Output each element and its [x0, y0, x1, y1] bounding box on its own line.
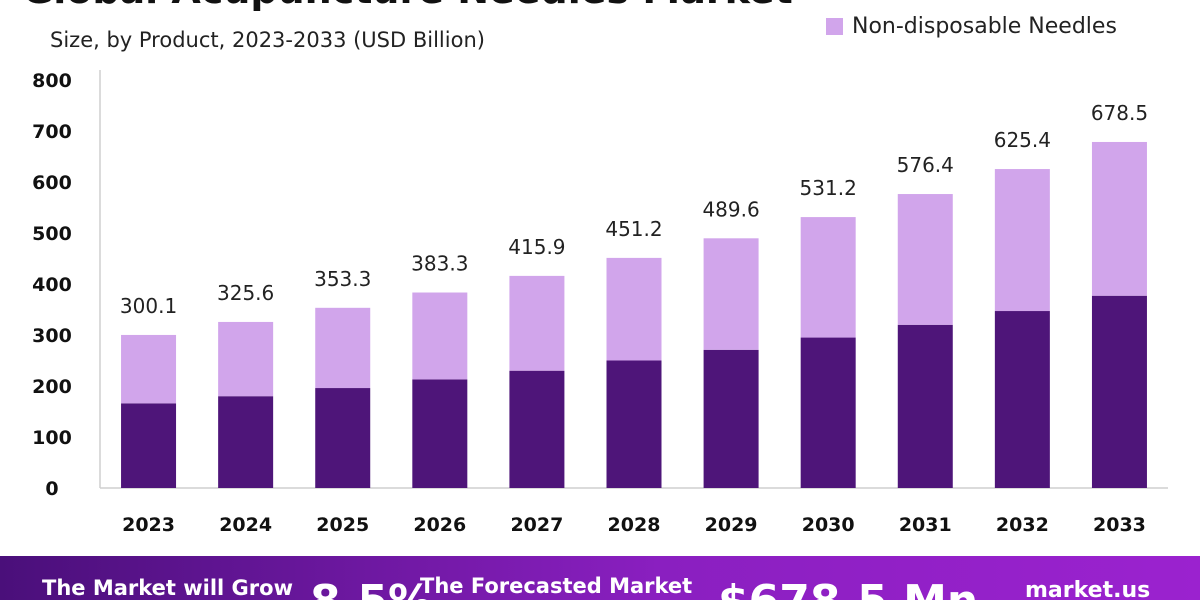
- bar-segment-disposable: [509, 370, 565, 488]
- banner-grow-text: The Market will Grow: [42, 576, 293, 600]
- x-tick-label: 2024: [219, 514, 272, 536]
- bar-segment-non-disposable: [121, 334, 177, 404]
- banner-site: market.us: [1025, 578, 1151, 600]
- bar-segment-non-disposable: [218, 321, 274, 397]
- y-tick-label: 700: [32, 121, 72, 143]
- y-tick-label: 200: [32, 376, 72, 398]
- bar-total-label: 383.3: [411, 252, 468, 276]
- chart-subtitle: Size, by Product, 2023-2033 (USD Billion…: [50, 28, 485, 52]
- bar-total-label: 325.6: [217, 281, 274, 305]
- banner-cagr-value: 8.5%: [310, 576, 432, 600]
- bar-segment-disposable: [121, 403, 177, 488]
- bar-segment-disposable: [315, 388, 371, 488]
- x-tick-label: 2031: [899, 514, 952, 536]
- bar-segment-disposable: [218, 396, 274, 488]
- y-tick-label: 300: [32, 325, 72, 347]
- chart-title: Global Acupuncture Needles Market: [22, 0, 793, 12]
- bar-segment-non-disposable: [897, 194, 953, 325]
- x-tick-label: 2030: [802, 514, 855, 536]
- summary-banner: The Market will Grow 8.5% The Forecasted…: [0, 556, 1200, 600]
- bar-segment-disposable: [800, 337, 856, 488]
- x-tick-label: 2026: [413, 514, 466, 536]
- y-tick-label: 100: [32, 427, 72, 449]
- legend-label-non-disposable: Non-disposable Needles: [852, 14, 1117, 39]
- bar-total-label: 625.4: [994, 128, 1051, 152]
- bar-total-label: 353.3: [314, 267, 371, 291]
- legend: Non-disposable Needles: [826, 14, 1117, 39]
- bar-segment-disposable: [606, 360, 662, 488]
- bar-chart: 0 100 200 300 400 500 600 700 800 300.1 2023 325.6 2…: [32, 70, 1168, 536]
- bar-segment-disposable: [703, 349, 759, 488]
- bar-segment-non-disposable: [412, 292, 468, 380]
- y-tick-label: 800: [32, 70, 72, 92]
- y-tick-label: 0: [45, 478, 58, 500]
- bar-segment-non-disposable: [1091, 141, 1147, 296]
- x-tick-label: 2029: [705, 514, 758, 536]
- y-tick-label: 400: [32, 274, 72, 296]
- x-tick-label: 2028: [608, 514, 661, 536]
- bar-segment-non-disposable: [800, 217, 856, 338]
- bar-segment-disposable: [412, 379, 468, 488]
- bar-segment-disposable: [897, 324, 953, 488]
- bar-segment-disposable: [1091, 295, 1147, 488]
- bar-total-label: 415.9: [508, 235, 565, 259]
- bar-total-label: 576.4: [897, 153, 954, 177]
- bar-total-label: 531.2: [800, 176, 857, 200]
- x-tick-label: 2033: [1093, 514, 1146, 536]
- x-tick-label: 2025: [316, 514, 369, 536]
- x-tick-label: 2027: [510, 514, 563, 536]
- bar-segment-non-disposable: [509, 275, 565, 371]
- banner-forecast-text: The Forecasted Market: [420, 574, 693, 598]
- y-tick-label: 500: [32, 223, 72, 245]
- x-tick-label: 2023: [122, 514, 175, 536]
- bar-total-label: 489.6: [702, 197, 759, 221]
- x-tick-label: 2032: [996, 514, 1049, 536]
- bar-total-label: 300.1: [120, 294, 177, 318]
- bar-segment-non-disposable: [315, 307, 371, 389]
- legend-swatch-non-disposable: [826, 18, 843, 35]
- bar-total-label: 451.2: [605, 217, 662, 241]
- bar-segment-non-disposable: [994, 169, 1050, 312]
- bar-segment-disposable: [994, 311, 1050, 488]
- banner-forecast-value: $678.5 Mn: [718, 576, 978, 600]
- bar-segment-non-disposable: [606, 257, 662, 361]
- y-tick-label: 600: [32, 172, 72, 194]
- bar-total-label: 678.5: [1091, 101, 1148, 125]
- bar-segment-non-disposable: [703, 238, 759, 350]
